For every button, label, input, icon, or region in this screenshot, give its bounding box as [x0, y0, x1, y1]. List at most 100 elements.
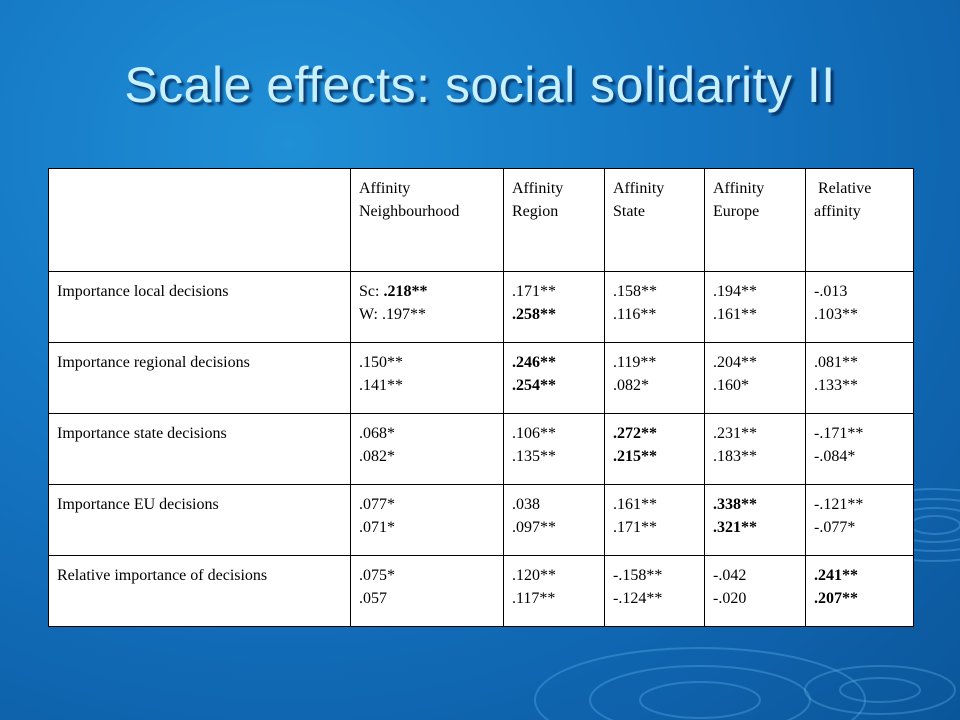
- table-cell: -.013 .103**: [805, 271, 914, 343]
- row-label: Importance EU decisions: [48, 484, 351, 556]
- cell-value: .160*: [713, 377, 749, 394]
- table-row: Importance regional decisions .150** .14…: [48, 342, 914, 414]
- table-cell: .194** .161**: [704, 271, 806, 343]
- row-label: Importance regional decisions: [48, 342, 351, 414]
- cell-value: -.013: [814, 283, 848, 300]
- cell-value: .231**: [713, 425, 757, 442]
- table-cell: -.158** -.124**: [604, 555, 705, 627]
- cell-value: .117**: [512, 590, 556, 607]
- cell-value: .246**: [512, 354, 556, 371]
- cell-value: .272**: [613, 425, 657, 442]
- cell-value: .135**: [512, 448, 556, 465]
- cell-value: .258**: [512, 306, 556, 323]
- header-text: State: [613, 203, 645, 220]
- cell-value: .183**: [713, 448, 757, 465]
- table-cell: .077* .071*: [350, 484, 504, 556]
- cell-value: .194**: [713, 283, 757, 300]
- header-text: Affinity: [713, 180, 765, 197]
- cell-value-bold: .218**: [383, 283, 428, 300]
- cell-value: .241**: [814, 567, 858, 584]
- header-text: Region: [512, 203, 559, 220]
- cell-value: .338**: [713, 496, 757, 513]
- cell-value: -.121**: [814, 496, 864, 513]
- row-label: Importance state decisions: [48, 413, 351, 485]
- table-cell: -.042 -.020: [704, 555, 806, 627]
- cell-value: -.020: [713, 590, 747, 607]
- table-cell: .120** .117**: [503, 555, 605, 627]
- cell-value: -.124**: [613, 590, 663, 607]
- cell-value: .082*: [359, 448, 395, 465]
- table-header-row: Affinity Neighbourhood Affinity Region A…: [48, 168, 914, 272]
- cell-value: .120**: [512, 567, 556, 584]
- header-text: Affinity: [359, 180, 411, 197]
- table-row: Importance state decisions .068* .082* .…: [48, 413, 914, 485]
- table-cell: .161** .171**: [604, 484, 705, 556]
- cell-value: .133**: [814, 377, 858, 394]
- cell-value: -.042: [713, 567, 747, 584]
- header-text: Affinity: [613, 180, 665, 197]
- correlation-table: Affinity Neighbourhood Affinity Region A…: [48, 168, 914, 627]
- cell-value: .075*: [359, 567, 395, 584]
- header-text: Neighbourhood: [359, 203, 460, 220]
- table-cell: .246** .254**: [503, 342, 605, 414]
- cell-value: .081**: [814, 354, 858, 371]
- cell-value-prefix: Sc:: [359, 283, 384, 300]
- table-cell: .081** .133**: [805, 342, 914, 414]
- cell-value: .103**: [814, 306, 858, 323]
- cell-value: .038: [512, 496, 540, 513]
- header-cell-empty: [48, 168, 351, 272]
- header-cell-affinity-state: Affinity State: [604, 168, 705, 272]
- table-cell: .231** .183**: [704, 413, 806, 485]
- table-cell: -.171** -.084*: [805, 413, 914, 485]
- cell-value: -.171**: [814, 425, 864, 442]
- cell-value: -.158**: [613, 567, 663, 584]
- cell-value: -.084*: [814, 448, 856, 465]
- cell-value: .204**: [713, 354, 757, 371]
- table-cell: .338** .321**: [704, 484, 806, 556]
- table-cell: .158** .116**: [604, 271, 705, 343]
- header-text: Relative: [814, 180, 872, 197]
- table-cell: .119** .082*: [604, 342, 705, 414]
- cell-value: .161**: [713, 306, 757, 323]
- cell-value: .171**: [512, 283, 556, 300]
- table-cell: .171** .258**: [503, 271, 605, 343]
- cell-value: .171**: [613, 519, 657, 536]
- header-cell-affinity-europe: Affinity Europe: [704, 168, 806, 272]
- cell-value: .161**: [613, 496, 657, 513]
- table-cell: .272** .215**: [604, 413, 705, 485]
- slide-title: Scale effects: social solidarity II: [124, 57, 836, 113]
- cell-value: .116**: [613, 306, 657, 323]
- cell-value: .215**: [613, 448, 657, 465]
- cell-value: .254**: [512, 377, 556, 394]
- header-text: affinity: [814, 203, 861, 220]
- cell-value: Sc: .218**: [359, 280, 495, 303]
- header-cell-affinity-neighbourhood: Affinity Neighbourhood: [350, 168, 504, 272]
- table-cell: .106** .135**: [503, 413, 605, 485]
- cell-value: .097**: [512, 519, 556, 536]
- table-row: Importance EU decisions .077* .071* .038…: [48, 484, 914, 556]
- header-cell-affinity-region: Affinity Region: [503, 168, 605, 272]
- cell-value: .150**: [359, 354, 403, 371]
- cell-value: .119**: [613, 354, 657, 371]
- table-cell: .075* .057: [350, 555, 504, 627]
- table-cell: -.121** -.077*: [805, 484, 914, 556]
- cell-value: .207**: [814, 590, 858, 607]
- cell-value: -.077*: [814, 519, 856, 536]
- header-text: Affinity: [512, 180, 564, 197]
- cell-value: .077*: [359, 496, 395, 513]
- table-cell: .204** .160*: [704, 342, 806, 414]
- header-cell-relative-affinity: Relative affinity: [805, 168, 914, 272]
- table-row: Importance local decisions Sc: .218** W:…: [48, 271, 914, 343]
- cell-value: .082*: [613, 377, 649, 394]
- table-cell: .150** .141**: [350, 342, 504, 414]
- table-cell: .068* .082*: [350, 413, 504, 485]
- cell-value: .158**: [613, 283, 657, 300]
- table-row: Relative importance of decisions .075* .…: [48, 555, 914, 627]
- cell-value: .141**: [359, 377, 403, 394]
- table-cell: .038 .097**: [503, 484, 605, 556]
- cell-value: .068*: [359, 425, 395, 442]
- table-cell: Sc: .218** W: .197**: [350, 271, 504, 343]
- cell-value: .071*: [359, 519, 395, 536]
- cell-value: .321**: [713, 519, 757, 536]
- row-label: Relative importance of decisions: [48, 555, 351, 627]
